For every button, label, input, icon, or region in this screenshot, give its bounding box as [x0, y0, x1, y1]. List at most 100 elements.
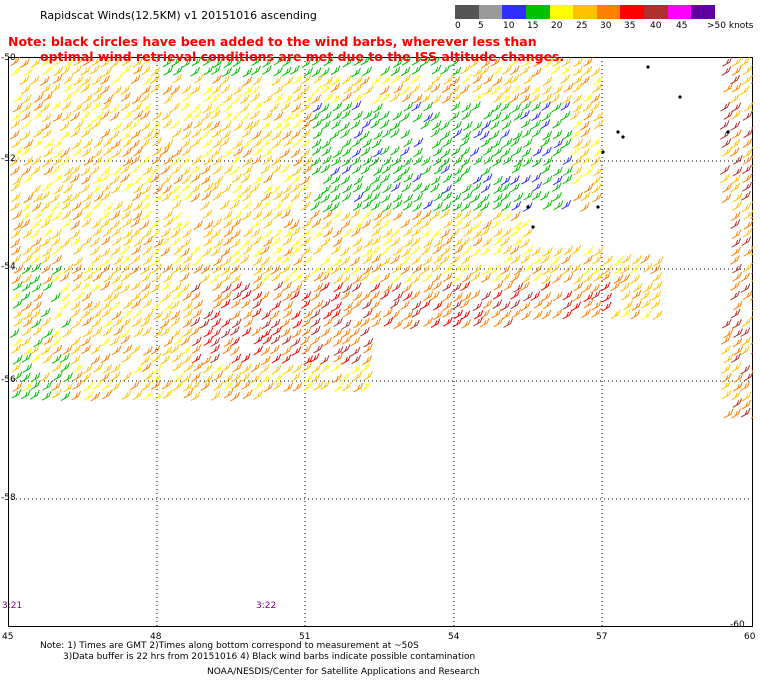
wind-barb [222, 110, 233, 121]
wind-barb [572, 119, 583, 129]
wind-barb [342, 92, 352, 102]
wind-barb [150, 380, 161, 390]
wind-barb [400, 146, 410, 157]
wind-barb [740, 272, 750, 283]
wind-barb [462, 121, 473, 131]
wind-barb [640, 290, 650, 301]
wind-barb [13, 220, 24, 231]
wind-barb [221, 291, 232, 301]
wind-barb [422, 272, 433, 283]
wind-barb [312, 119, 323, 129]
wind-barb [473, 210, 483, 220]
wind-barb [153, 192, 164, 203]
wind-barb [370, 118, 381, 129]
wind-barb [450, 84, 460, 95]
wind-barb [43, 139, 54, 149]
wind-barb [442, 191, 453, 202]
wind-barb [131, 299, 141, 309]
wind-barb [330, 82, 341, 93]
wind-barb [130, 155, 141, 165]
wind-barb [301, 74, 312, 85]
wind-barb [433, 254, 443, 265]
wind-barb [273, 67, 283, 77]
wind-barb [519, 219, 530, 229]
wind-barb [473, 92, 483, 102]
wind-barb [562, 174, 573, 185]
wind-barb [229, 326, 240, 336]
wind-barb [350, 119, 361, 130]
wind-barb [182, 111, 193, 122]
wind-barb [280, 264, 291, 274]
wind-barb [111, 274, 122, 284]
wind-barb [122, 137, 133, 148]
wind-barb [730, 121, 741, 131]
wind-barb [492, 228, 503, 238]
wind-barb [173, 174, 184, 185]
wind-barb [263, 237, 273, 247]
wind-barb [243, 227, 253, 238]
wind-barb [92, 75, 102, 86]
wind-barb [111, 139, 121, 150]
wind-barb [583, 273, 593, 283]
wind-barb [72, 210, 83, 221]
wind-barb [92, 155, 103, 166]
wind-barb [110, 220, 121, 230]
wind-barb [720, 165, 730, 175]
wind-barb [132, 309, 143, 319]
wind-barb [290, 192, 301, 202]
wind-barb [481, 291, 492, 301]
wind-barb [83, 264, 94, 274]
wind-barb [732, 300, 743, 311]
wind-barb [132, 211, 143, 221]
wind-barb [502, 155, 513, 165]
wind-barb [331, 245, 341, 255]
wind-barb [371, 317, 382, 328]
wind-barb [60, 65, 71, 76]
wind-barb [221, 121, 232, 132]
wind-barb [602, 292, 612, 303]
wind-barb [580, 76, 590, 86]
wind-barb [163, 301, 174, 311]
wind-barb [311, 84, 322, 95]
wind-barb [222, 67, 232, 77]
lon-label: 60 [744, 632, 756, 642]
wind-barb [460, 255, 471, 265]
wind-barb [73, 57, 84, 67]
wind-barb [161, 111, 172, 121]
wind-barb [440, 254, 450, 265]
wind-barb [203, 155, 214, 166]
wind-barb [150, 66, 161, 77]
wind-barb [360, 57, 370, 66]
wind-barb [360, 362, 370, 373]
wind-barb [452, 174, 463, 185]
wind-barb [490, 57, 501, 67]
wind-barb [31, 237, 42, 247]
wind-barb [52, 344, 63, 355]
wind-barb [401, 92, 412, 103]
wind-barb [319, 103, 330, 113]
wind-barb [332, 101, 343, 112]
wind-barb [510, 182, 520, 193]
wind-barb [489, 130, 500, 140]
wind-barb [122, 120, 133, 131]
wind-barb [501, 85, 511, 95]
wind-barb [733, 372, 744, 383]
wind-barb [379, 290, 390, 300]
wind-barb [280, 164, 290, 174]
wind-barb [130, 217, 141, 228]
wind-barb [620, 282, 630, 292]
wind-barb [252, 146, 263, 156]
wind-barb [203, 92, 214, 102]
wind-barb [40, 201, 51, 212]
wind-barb [512, 146, 523, 157]
wind-barb [33, 337, 44, 348]
wind-barb [153, 310, 163, 321]
wind-barb [411, 57, 422, 66]
wind-barb [21, 282, 32, 292]
wind-barb [401, 182, 412, 193]
wind-barb [100, 210, 110, 221]
wind-barb [190, 103, 201, 114]
wind-barb [513, 192, 524, 203]
wind-barb [520, 238, 530, 249]
wind-barb [410, 237, 421, 247]
